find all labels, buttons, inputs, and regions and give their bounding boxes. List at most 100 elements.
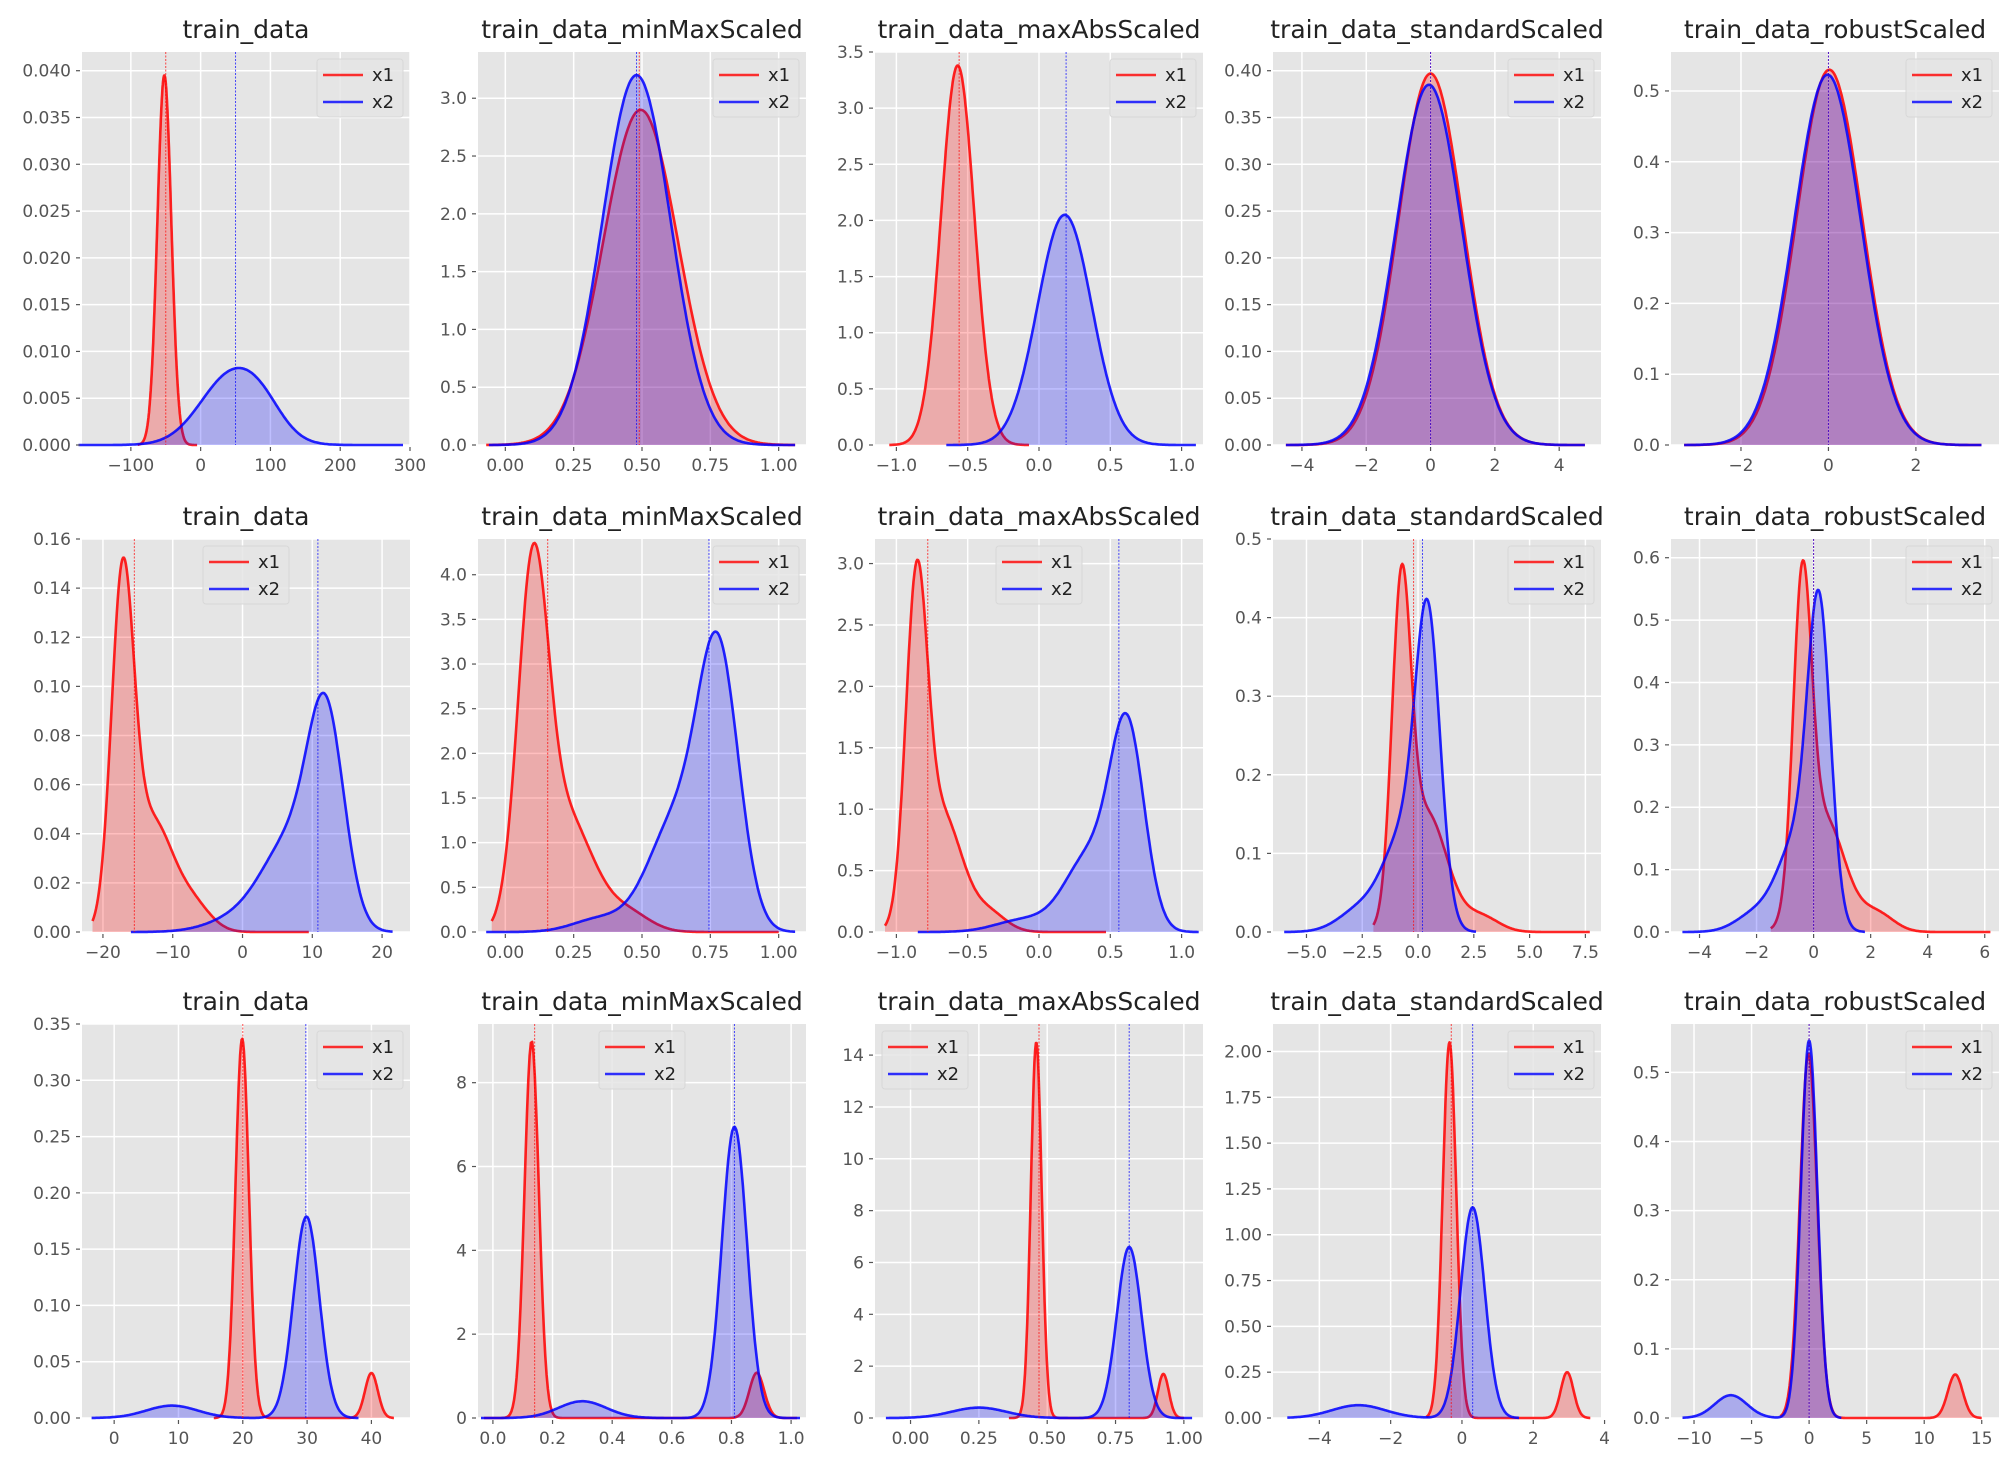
x-tick-label: −2: [1728, 456, 1753, 476]
x-tick-label: 0.6: [658, 1429, 685, 1449]
kde-line-x1: [1425, 1041, 1591, 1420]
y-tick-label: 0.4: [1235, 609, 1262, 629]
y-tick-label: 0.5: [1633, 611, 1660, 631]
subplot-r1-c1: 0.000 0.005 0.010 0.015 0.020 0.025 0.030 0.035…: [22, 15, 426, 476]
subplot-r1-c4: 0.00 0.05 0.10 0.15 0.20 0.25 0.30 0.35 0.40 −4 −2…: [1224, 15, 1604, 476]
y-tick-label: 1.0: [440, 320, 467, 340]
y-tick-label: 0.50: [1224, 1317, 1262, 1337]
x-tick-label: 20: [232, 1429, 254, 1449]
x-tick-label: 0.00: [486, 456, 524, 476]
x-tick-label: −4: [1289, 456, 1314, 476]
x-tick-label: 15: [1971, 1429, 1993, 1449]
y-tick-label: 0.0: [1633, 436, 1660, 456]
legend-label-x2: x2: [372, 1064, 394, 1085]
y-tick-label: 0.025: [22, 202, 71, 222]
x-tick-label: −2.5: [1342, 943, 1383, 963]
kde-line-x1: [213, 1037, 395, 1420]
y-tick-label: 3.0: [440, 655, 467, 675]
y-tick-label: 0.0: [837, 436, 864, 456]
y-tick-label: 3.0: [837, 555, 864, 575]
subplot-r3-c4: 0.00 0.25 0.50 0.75 1.00 1.25 1.50 1.75 2.00 −4 −2…: [1224, 987, 1610, 1449]
x-tick-label: −4: [1687, 943, 1712, 963]
y-tick-label: 2.0: [837, 211, 864, 231]
y-tick-label: 0.1: [1633, 861, 1660, 881]
y-tick-label: 0.15: [33, 1240, 71, 1260]
y-tick-label: 0.4: [1633, 673, 1660, 693]
y-tick-label: 0.08: [33, 727, 71, 747]
y-tick-label: 3.0: [440, 89, 467, 109]
y-tick-label: 0.5: [837, 380, 864, 400]
x-tick-label: −0.5: [947, 456, 988, 476]
y-tick-label: 0.015: [22, 296, 71, 316]
subplot-r2-c4: 0.0 0.1 0.2 0.3 0.4 0.5 −5.0 −2.5 0.0 2.5 5.0 7.5 tr…: [1235, 502, 1604, 963]
subplot-r2-c2: 0.0 0.5 1.0 1.5 2.0 2.5 3.0 3.5 4.0 0.00 0.25 0.50 0…: [440, 502, 806, 963]
x-tick-label: −0.5: [947, 943, 988, 963]
subplot-title: train_data_standardScaled: [1270, 15, 1604, 44]
y-tick-label: 0.2: [1633, 294, 1660, 314]
subplot-r1-c2: 0.0 0.5 1.0 1.5 2.0 2.5 3.0 0.00 0.25 0.50 0.75 1.0…: [440, 15, 806, 476]
legend-label-x2: x2: [768, 92, 790, 113]
subplot-title: train_data: [182, 502, 309, 531]
y-tick-label: 4: [456, 1241, 467, 1261]
y-tick-label: 0.5: [1235, 530, 1262, 550]
kde-line-x1: [91, 556, 310, 934]
legend-label-x2: x2: [372, 92, 394, 113]
y-tick-label: 0.1: [1633, 1340, 1660, 1360]
x-tick-label: 5: [1861, 1429, 1872, 1449]
x-tick-label: −5: [1739, 1429, 1764, 1449]
legend-label-x1: x1: [654, 1037, 676, 1058]
y-tick-label: 2.5: [837, 616, 864, 636]
kde-fill-x2: [130, 692, 393, 932]
y-tick-label: 12: [842, 1098, 864, 1118]
y-tick-label: 0.25: [33, 1128, 71, 1148]
x-tick-label: 1.00: [1165, 1429, 1203, 1449]
y-tick-label: 0.030: [22, 155, 71, 175]
x-tick-label: 0.5: [1097, 943, 1124, 963]
y-tick-label: 2.5: [440, 700, 467, 720]
x-tick-label: 0.0: [479, 1429, 506, 1449]
y-tick-label: 2.0: [837, 677, 864, 697]
y-tick-label: 3.0: [837, 99, 864, 119]
legend-label-x1: x1: [768, 65, 790, 86]
y-tick-label: 0.25: [1224, 202, 1262, 222]
x-tick-label: 0: [1804, 1429, 1815, 1449]
y-tick-label: 0.15: [1224, 296, 1262, 316]
kde-line-x1: [486, 108, 796, 447]
y-tick-label: 2: [853, 1357, 864, 1377]
legend-label-x1: x1: [1563, 1037, 1585, 1058]
subplot-title: train_data_minMaxScaled: [481, 15, 802, 44]
kde-line-x2: [91, 1215, 359, 1420]
y-tick-label: 0.0: [440, 923, 467, 943]
kde-line-x2: [1681, 1039, 1842, 1420]
x-tick-label: 1.0: [1168, 456, 1195, 476]
kde-line-x1: [1770, 559, 1991, 934]
kde-fill-x1: [1426, 1042, 1591, 1418]
kde-fill-x1: [137, 75, 198, 446]
x-tick-label: 100: [254, 456, 286, 476]
y-tick-label: 0.2: [1235, 766, 1262, 786]
kde-fill-x1: [491, 542, 779, 932]
y-tick-label: 0.10: [1224, 342, 1262, 362]
y-tick-label: 10: [842, 1150, 864, 1170]
subplot-r1-c3: 0.0 0.5 1.0 1.5 2.0 2.5 3.0 3.5 −1.0 −0.5 0.0 0.5 1.…: [837, 15, 1203, 476]
x-tick-label: 0.50: [623, 456, 661, 476]
y-tick-label: 0.6: [1633, 549, 1660, 569]
kde-fill-x2: [486, 631, 796, 932]
subplot-title: train_data_minMaxScaled: [481, 987, 802, 1016]
x-tick-label: 1.0: [778, 1429, 805, 1449]
y-tick-label: 1.5: [837, 268, 864, 288]
x-tick-label: 30: [296, 1429, 318, 1449]
legend-label-x2: x2: [937, 1064, 959, 1085]
kde-line-x2: [488, 73, 796, 447]
x-tick-label: 0.50: [623, 943, 661, 963]
